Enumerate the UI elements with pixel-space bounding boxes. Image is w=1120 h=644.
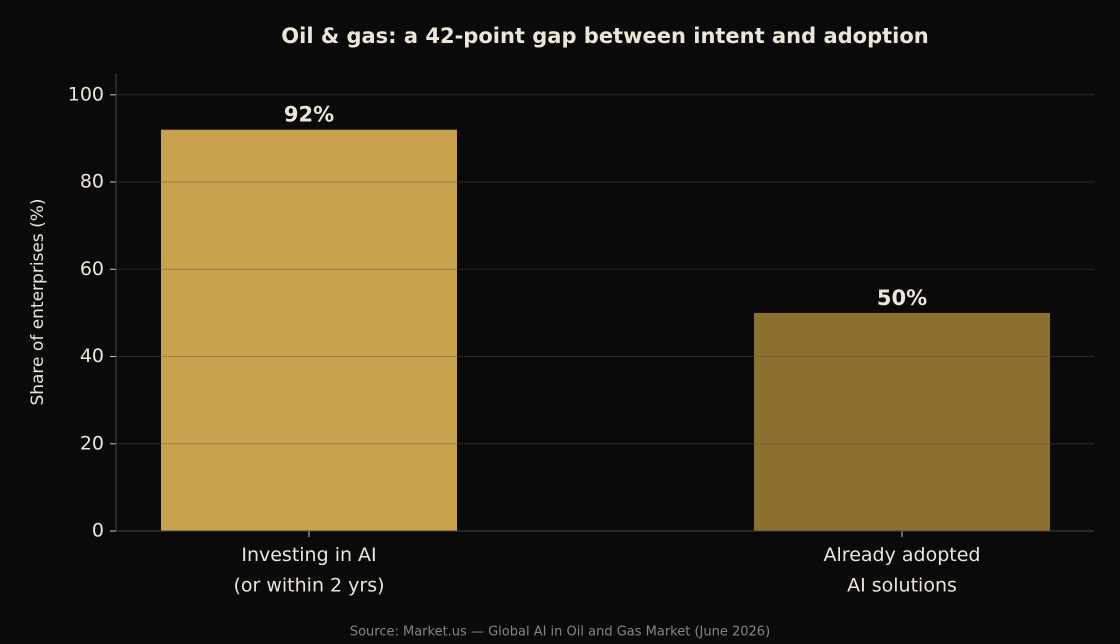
source-note: Source: Market.us — Global AI in Oil and… [350, 625, 770, 640]
y-tick-label: 40 [80, 345, 104, 367]
value-label: 50% [877, 286, 927, 310]
y-axis-label: Share of enterprises (%) [28, 198, 48, 405]
y-tick-label: 60 [80, 258, 104, 280]
x-tick-label: Already adopted AI solutions [824, 544, 981, 596]
y-tick-label: 80 [80, 171, 104, 193]
value-label: 92% [284, 103, 334, 127]
x-tick-label: Investing in AI (or within 2 yrs) [233, 544, 384, 596]
chart-title: Oil & gas: a 42-point gap between intent… [281, 24, 928, 48]
bar [754, 312, 1050, 531]
y-tick-label: 20 [80, 432, 104, 454]
y-tick-label: 0 [92, 520, 104, 542]
y-tick-label: 100 [68, 83, 104, 105]
bar [161, 129, 457, 531]
